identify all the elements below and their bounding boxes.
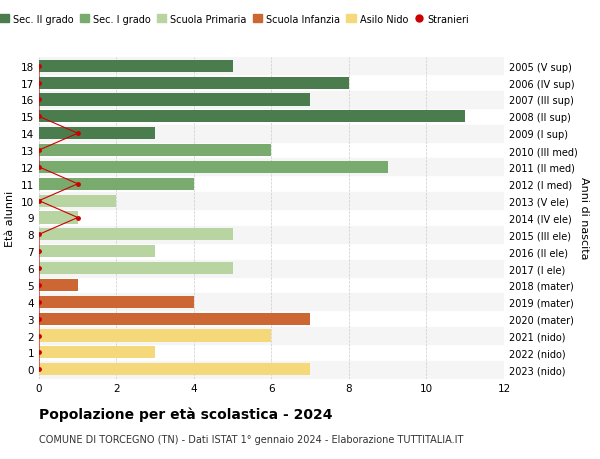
Bar bbox=[39, 296, 194, 308]
Text: Popolazione per età scolastica - 2024: Popolazione per età scolastica - 2024 bbox=[39, 406, 332, 421]
Bar bbox=[39, 159, 504, 176]
Bar bbox=[39, 279, 78, 291]
Bar bbox=[39, 229, 233, 241]
Y-axis label: Anni di nascita: Anni di nascita bbox=[579, 177, 589, 259]
Text: COMUNE DI TORCEGNO (TN) - Dati ISTAT 1° gennaio 2024 - Elaborazione TUTTITALIA.I: COMUNE DI TORCEGNO (TN) - Dati ISTAT 1° … bbox=[39, 434, 463, 444]
Bar bbox=[39, 193, 504, 210]
Bar bbox=[39, 58, 504, 75]
Bar bbox=[39, 226, 504, 243]
Bar bbox=[39, 260, 504, 277]
Bar bbox=[39, 347, 155, 358]
Bar bbox=[39, 125, 504, 142]
Bar bbox=[39, 145, 271, 157]
Bar bbox=[39, 162, 388, 174]
Bar bbox=[39, 263, 233, 274]
Bar bbox=[39, 128, 155, 140]
Bar bbox=[39, 111, 465, 123]
Bar bbox=[39, 361, 504, 378]
Bar bbox=[39, 195, 116, 207]
Bar bbox=[39, 364, 310, 375]
Bar bbox=[39, 94, 310, 106]
Bar bbox=[39, 78, 349, 90]
Y-axis label: Età alunni: Età alunni bbox=[5, 190, 16, 246]
Legend: Sec. II grado, Sec. I grado, Scuola Primaria, Scuola Infanzia, Asilo Nido, Stran: Sec. II grado, Sec. I grado, Scuola Prim… bbox=[0, 11, 473, 28]
Bar bbox=[39, 327, 504, 344]
Bar bbox=[39, 92, 504, 109]
Bar bbox=[39, 313, 310, 325]
Bar bbox=[39, 294, 504, 311]
Bar bbox=[39, 179, 194, 190]
Bar bbox=[39, 61, 233, 73]
Bar bbox=[39, 330, 271, 342]
Bar bbox=[39, 212, 78, 224]
Bar bbox=[39, 246, 155, 257]
